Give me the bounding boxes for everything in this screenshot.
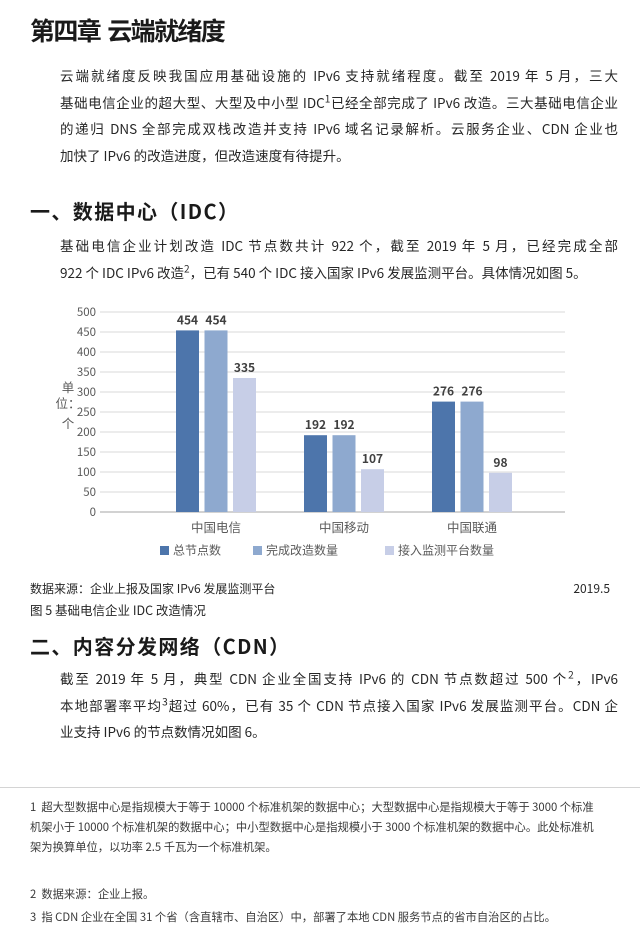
svg-text:276: 276	[433, 383, 454, 400]
svg-text:0: 0	[90, 504, 96, 520]
svg-text:276: 276	[461, 383, 482, 400]
svg-text:192: 192	[333, 416, 354, 433]
svg-text:335: 335	[234, 359, 255, 376]
svg-text:完成改造数量: 完成改造数量	[266, 542, 338, 559]
svg-text:400: 400	[77, 344, 96, 360]
svg-text:200: 200	[77, 424, 96, 440]
svg-text:中国移动: 中国移动	[319, 517, 369, 536]
svg-text:107: 107	[362, 450, 383, 467]
svg-text:接入监测平台数量: 接入监测平台数量	[398, 542, 494, 559]
svg-text:总节点数: 总节点数	[173, 542, 221, 559]
svg-text:位：: 位：	[55, 393, 80, 412]
svg-text:150: 150	[77, 444, 96, 460]
svg-text:中国电信: 中国电信	[191, 517, 241, 536]
svg-text:454: 454	[177, 311, 198, 328]
svg-text:350: 350	[77, 364, 96, 380]
svg-text:454: 454	[205, 311, 226, 328]
svg-text:中国联通: 中国联通	[447, 517, 498, 536]
svg-text:98: 98	[493, 454, 507, 471]
svg-text:500: 500	[77, 304, 96, 320]
svg-text:个: 个	[62, 413, 75, 432]
svg-text:450: 450	[77, 324, 96, 340]
svg-text:50: 50	[83, 484, 96, 500]
svg-text:192: 192	[305, 416, 326, 433]
svg-text:100: 100	[77, 464, 96, 480]
